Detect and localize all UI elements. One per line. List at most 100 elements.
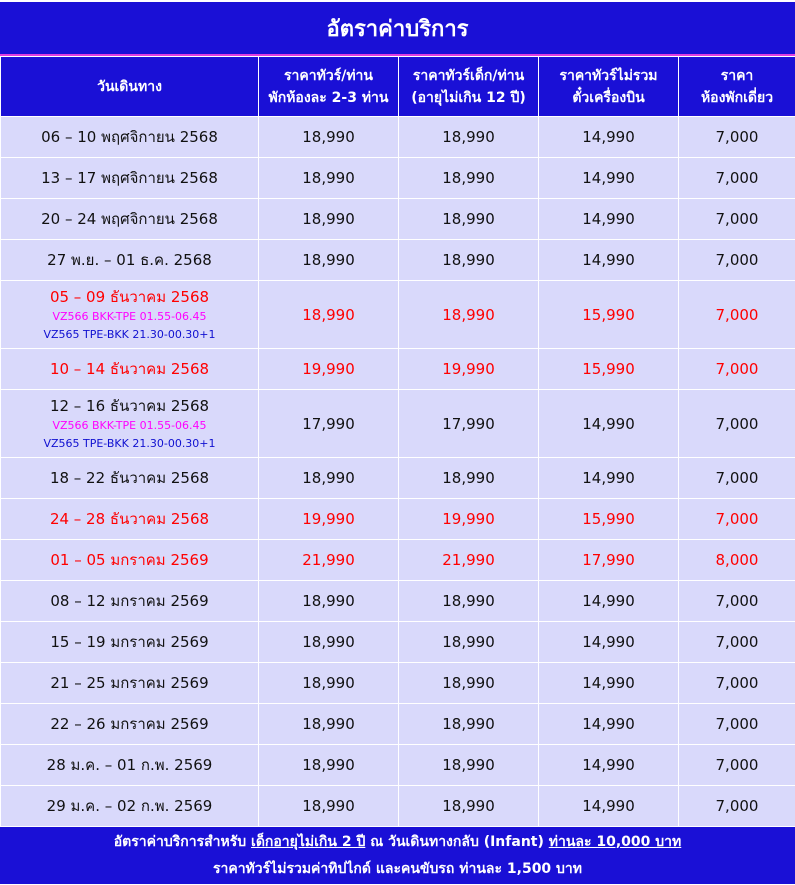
adult-price: 18,990	[258, 662, 399, 704]
child-price: 21,990	[398, 539, 539, 581]
table-row: 05 – 09 ธันวาคม 2568 VZ566 BKK-TPE 01.55-…	[0, 280, 795, 349]
travel-date-cell: 05 – 09 ธันวาคม 2568 VZ566 BKK-TPE 01.55-…	[0, 280, 259, 349]
child-price: 18,990	[398, 744, 539, 786]
travel-date: 27 พ.ย. – 01 ธ.ค. 2568	[47, 251, 212, 269]
single-room-price: 7,000	[678, 580, 795, 622]
child-price: 18,990	[398, 457, 539, 499]
no-flight-price: 15,990	[538, 348, 679, 390]
travel-date-cell: 10 – 14 ธันวาคม 2568	[0, 348, 259, 390]
child-price: 18,990	[398, 703, 539, 745]
child-price: 18,990	[398, 280, 539, 349]
header-label: ราคาทัวร์ไม่รวม	[559, 67, 658, 84]
adult-price: 18,990	[258, 621, 399, 663]
header-label: วันเดินทาง	[97, 78, 162, 95]
table-row: 18 – 22 ธันวาคม 2568 18,990 18,990 14,990 7,…	[0, 457, 795, 499]
no-flight-price: 14,990	[538, 157, 679, 199]
travel-date: 06 – 10 พฤศจิกายน 2568	[41, 128, 218, 146]
travel-date-cell: 08 – 12 มกราคม 2569	[0, 580, 259, 622]
single-room-price: 7,000	[678, 785, 795, 827]
single-room-price: 7,000	[678, 116, 795, 158]
page-title: อัตราค่าบริการ	[0, 2, 795, 56]
single-room-price: 7,000	[678, 198, 795, 240]
travel-date-cell: 12 – 16 ธันวาคม 2568 VZ566 BKK-TPE 01.55-…	[0, 389, 259, 458]
child-price: 19,990	[398, 498, 539, 540]
no-flight-price: 14,990	[538, 198, 679, 240]
header-adult-price: ราคาทัวร์/ท่าน พักห้องละ 2-3 ท่าน	[258, 56, 399, 117]
header-label: ราคาทัวร์เด็ก/ท่าน	[412, 67, 525, 84]
table-row: 29 ม.ค. – 02 ก.พ. 2569 18,990 18,990 14,990…	[0, 785, 795, 827]
header-single-room: ราคาห้องพักเดี่ยว	[678, 56, 795, 117]
child-price: 17,990	[398, 389, 539, 458]
child-price: 18,990	[398, 157, 539, 199]
table-row: 01 – 05 มกราคม 2569 21,990 21,990 17,990 8,0…	[0, 539, 795, 581]
travel-date: 12 – 16 ธันวาคม 2568	[49, 396, 210, 415]
header-label: ราคา	[720, 67, 754, 84]
header-travel-date: วันเดินทาง	[0, 56, 259, 117]
travel-date-cell: 22 – 26 มกราคม 2569	[0, 703, 259, 745]
single-room-price: 7,000	[678, 703, 795, 745]
adult-price: 18,990	[258, 198, 399, 240]
travel-date: 22 – 26 มกราคม 2569	[50, 715, 209, 733]
travel-date-cell: 24 – 28 ธันวาคม 2568	[0, 498, 259, 540]
adult-price: 18,990	[258, 239, 399, 281]
child-price: 18,990	[398, 116, 539, 158]
travel-date-cell: 13 – 17 พฤศจิกายน 2568	[0, 157, 259, 199]
travel-date: 15 – 19 มกราคม 2569	[50, 633, 209, 651]
no-flight-price: 14,990	[538, 785, 679, 827]
child-price: 18,990	[398, 621, 539, 663]
adult-price: 18,990	[258, 785, 399, 827]
note-text: ณ วันเดินทางกลับ (Infant)	[365, 833, 549, 850]
no-flight-price: 15,990	[538, 498, 679, 540]
table-row: 20 – 24 พฤศจิกายน 2568 18,990 18,990 14,990…	[0, 198, 795, 240]
child-price: 18,990	[398, 198, 539, 240]
travel-date: 08 – 12 มกราคม 2569	[50, 592, 209, 610]
note-emphasis: เด็กอายุไม่เกิน 2 ปี	[251, 833, 366, 850]
travel-date-cell: 01 – 05 มกราคม 2569	[0, 539, 259, 581]
no-flight-price: 14,990	[538, 621, 679, 663]
table-header-row: วันเดินทาง ราคาทัวร์/ท่าน พักห้องละ 2-3 ท่…	[0, 56, 795, 117]
no-flight-price: 14,990	[538, 580, 679, 622]
table-row: 12 – 16 ธันวาคม 2568 VZ566 BKK-TPE 01.55-…	[0, 389, 795, 458]
outbound-flight: VZ566 BKK-TPE 01.55-06.45	[52, 418, 207, 432]
travel-date: 20 – 24 พฤศจิกายน 2568	[41, 210, 218, 228]
travel-date: 13 – 17 พฤศจิกายน 2568	[41, 169, 218, 187]
table-row: 06 – 10 พฤศจิกายน 2568 18,990 18,990 14,990…	[0, 116, 795, 158]
adult-price: 19,990	[258, 498, 399, 540]
adult-price: 18,990	[258, 580, 399, 622]
adult-price: 18,990	[258, 116, 399, 158]
header-label: ตั๋วเครื่องบิน	[572, 89, 645, 106]
return-flight: VZ565 TPE-BKK 21.30-00.30+1	[43, 436, 216, 450]
no-flight-price: 14,990	[538, 662, 679, 704]
adult-price: 17,990	[258, 389, 399, 458]
single-room-price: 7,000	[678, 239, 795, 281]
travel-date: 29 ม.ค. – 02 ก.พ. 2569	[46, 797, 213, 815]
travel-date: 21 – 25 มกราคม 2569	[50, 674, 209, 692]
table-row: 21 – 25 มกราคม 2569 18,990 18,990 14,990 7,0…	[0, 662, 795, 704]
travel-date: 18 – 22 ธันวาคม 2568	[49, 469, 210, 487]
header-label: (อายุไม่เกิน 12 ปี)	[411, 89, 526, 106]
child-price: 19,990	[398, 348, 539, 390]
single-room-price: 7,000	[678, 389, 795, 458]
single-room-price: 8,000	[678, 539, 795, 581]
single-room-price: 7,000	[678, 157, 795, 199]
travel-date: 24 – 28 ธันวาคม 2568	[49, 510, 210, 528]
no-flight-price: 14,990	[538, 744, 679, 786]
no-flight-price: 14,990	[538, 239, 679, 281]
adult-price: 18,990	[258, 744, 399, 786]
table-row: 27 พ.ย. – 01 ธ.ค. 2568 18,990 18,990 14,990…	[0, 239, 795, 281]
header-label: ห้องพักเดี่ยว	[700, 89, 774, 106]
travel-date-cell: 15 – 19 มกราคม 2569	[0, 621, 259, 663]
note-emphasis: ท่านละ 10,000 บาท	[548, 833, 682, 850]
no-flight-price: 14,990	[538, 703, 679, 745]
table-row: 10 – 14 ธันวาคม 2568 19,990 19,990 15,990 7,…	[0, 348, 795, 390]
child-price: 18,990	[398, 239, 539, 281]
adult-price: 18,990	[258, 157, 399, 199]
price-table: วันเดินทาง ราคาทัวร์/ท่าน พักห้องละ 2-3 ท่…	[0, 56, 795, 827]
travel-date-cell: 29 ม.ค. – 02 ก.พ. 2569	[0, 785, 259, 827]
footer-notes: อัตราค่าบริการสำหรับ เด็กอายุไม่เกิน 2 ป…	[0, 827, 795, 884]
header-no-flight-price: ราคาทัวร์ไม่รวมตั๋วเครื่องบิน	[538, 56, 679, 117]
travel-date-cell: 28 ม.ค. – 01 ก.พ. 2569	[0, 744, 259, 786]
travel-date-cell: 06 – 10 พฤศจิกายน 2568	[0, 116, 259, 158]
adult-price: 21,990	[258, 539, 399, 581]
